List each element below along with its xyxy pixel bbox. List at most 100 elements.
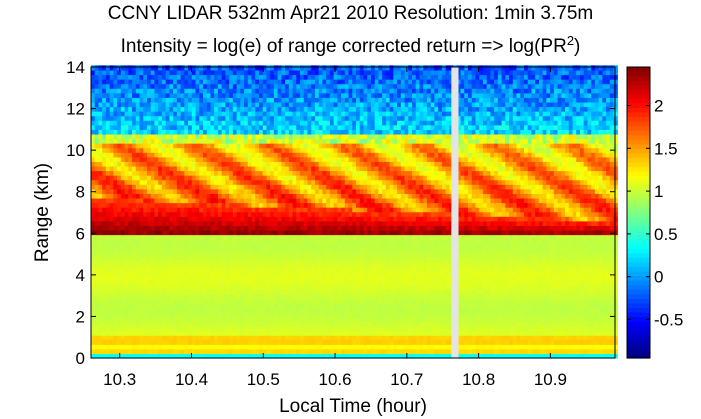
heatmap-cell bbox=[214, 316, 219, 323]
heatmap-cell bbox=[120, 330, 126, 336]
heatmap-cell bbox=[146, 101, 152, 108]
heatmap-cell bbox=[217, 88, 223, 94]
heatmap-cell bbox=[240, 243, 245, 249]
heatmap-cell bbox=[303, 307, 309, 313]
heatmap-cell bbox=[311, 143, 316, 149]
heatmap-cell bbox=[311, 229, 316, 236]
heatmap-cell bbox=[143, 280, 148, 286]
heatmap-cell bbox=[173, 325, 178, 332]
heatmap-cell bbox=[184, 225, 189, 231]
heatmap-cell bbox=[202, 248, 208, 254]
heatmap-cell bbox=[236, 275, 241, 281]
heatmap-cell bbox=[105, 143, 111, 149]
heatmap-cell bbox=[169, 216, 174, 222]
heatmap-cell bbox=[240, 179, 245, 185]
heatmap-cell bbox=[363, 266, 368, 272]
heatmap-cell bbox=[359, 293, 365, 300]
heatmap-cell bbox=[105, 252, 111, 258]
heatmap-cell bbox=[296, 97, 301, 103]
heatmap-cell bbox=[184, 239, 189, 245]
heatmap-cell bbox=[236, 293, 241, 300]
heatmap-cell bbox=[165, 321, 170, 327]
heatmap-cell bbox=[341, 138, 346, 144]
heatmap-cell bbox=[262, 243, 268, 249]
heatmap-cell bbox=[251, 216, 256, 222]
heatmap-cell bbox=[288, 353, 294, 359]
heatmap-cell bbox=[98, 88, 103, 94]
heatmap-cell bbox=[221, 344, 226, 350]
heatmap-cell bbox=[221, 129, 226, 135]
heatmap-cell bbox=[244, 69, 249, 76]
heatmap-cell bbox=[337, 74, 342, 80]
heatmap-cell bbox=[169, 193, 174, 199]
heatmap-cell bbox=[173, 83, 178, 89]
heatmap-cell bbox=[169, 243, 174, 249]
heatmap-cell bbox=[322, 175, 327, 181]
heatmap-cell bbox=[378, 101, 383, 108]
heatmap-cell bbox=[146, 293, 152, 300]
heatmap-cell bbox=[98, 79, 103, 85]
heatmap-cell bbox=[214, 133, 219, 140]
heatmap-cell bbox=[370, 120, 376, 126]
heatmap-cell bbox=[288, 335, 294, 341]
heatmap-cell bbox=[344, 83, 350, 89]
heatmap-cell bbox=[352, 161, 357, 167]
heatmap-cell bbox=[273, 284, 279, 290]
heatmap-cell bbox=[206, 152, 212, 158]
heatmap-cell bbox=[318, 316, 324, 323]
heatmap-cell bbox=[102, 229, 107, 236]
heatmap-cell bbox=[341, 330, 346, 336]
heatmap-cell bbox=[258, 69, 264, 76]
heatmap-cell bbox=[348, 257, 353, 263]
heatmap-cell bbox=[105, 293, 111, 300]
heatmap-cell bbox=[176, 298, 182, 304]
heatmap-cell bbox=[120, 175, 126, 181]
heatmap-cell bbox=[378, 234, 383, 240]
heatmap-cell bbox=[150, 220, 156, 226]
heatmap-cell bbox=[184, 202, 189, 208]
heatmap-cell bbox=[165, 293, 170, 300]
heatmap-cell bbox=[139, 156, 144, 162]
heatmap-cell bbox=[258, 175, 264, 181]
heatmap-cell bbox=[124, 280, 129, 286]
heatmap-cell bbox=[184, 124, 189, 130]
heatmap-cell bbox=[296, 106, 301, 112]
heatmap-cell bbox=[135, 175, 141, 181]
heatmap-cell bbox=[251, 83, 256, 89]
heatmap-cell bbox=[117, 74, 122, 80]
heatmap-cell bbox=[102, 106, 107, 112]
heatmap-cell bbox=[199, 298, 204, 304]
heatmap-cell bbox=[98, 170, 103, 176]
heatmap-cell bbox=[258, 156, 264, 162]
heatmap-cell bbox=[273, 307, 279, 313]
heatmap-cell bbox=[158, 229, 163, 236]
heatmap-cell bbox=[344, 65, 350, 71]
heatmap-cell bbox=[314, 79, 320, 85]
heatmap-cell bbox=[251, 65, 256, 71]
heatmap-cell bbox=[262, 156, 268, 162]
heatmap-cell bbox=[154, 161, 159, 167]
heatmap-cell bbox=[91, 257, 96, 263]
heatmap-cell bbox=[356, 92, 361, 98]
heatmap-cell bbox=[195, 156, 200, 162]
heatmap-cell bbox=[337, 129, 342, 135]
heatmap-cell bbox=[180, 321, 185, 327]
heatmap-cell bbox=[120, 229, 126, 236]
heatmap-cell bbox=[333, 124, 338, 130]
heatmap-cell bbox=[195, 275, 200, 281]
heatmap-cell bbox=[91, 289, 96, 295]
heatmap-cell bbox=[217, 143, 223, 149]
heatmap-cell bbox=[352, 202, 357, 208]
heatmap-cell bbox=[270, 111, 275, 117]
heatmap-cell bbox=[236, 316, 241, 323]
heatmap-cell bbox=[184, 197, 189, 204]
heatmap-cell bbox=[221, 298, 226, 304]
heatmap-cell bbox=[225, 165, 230, 172]
heatmap-cell bbox=[277, 293, 282, 300]
heatmap-cell bbox=[102, 303, 107, 309]
heatmap-cell bbox=[229, 330, 234, 336]
heatmap-cell bbox=[258, 147, 264, 153]
heatmap-cell bbox=[277, 280, 282, 286]
heatmap-cell bbox=[165, 216, 170, 222]
heatmap-cell bbox=[120, 280, 126, 286]
